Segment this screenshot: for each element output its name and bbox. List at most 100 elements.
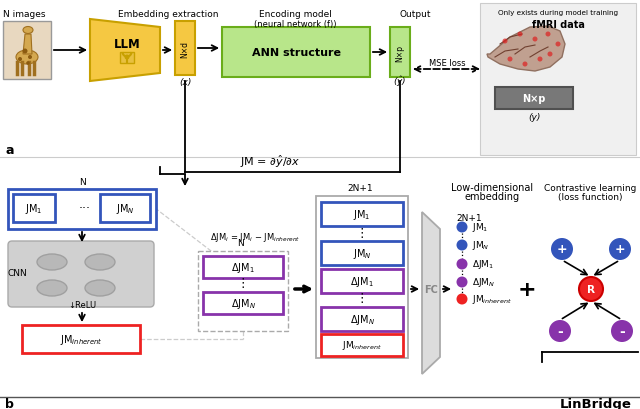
Text: MSE loss: MSE loss — [429, 58, 465, 67]
Text: JM$_1$: JM$_1$ — [25, 202, 43, 216]
FancyBboxPatch shape — [13, 195, 55, 222]
Text: fMRI data: fMRI data — [532, 20, 584, 30]
Circle shape — [522, 62, 527, 67]
Text: JM$_1$: JM$_1$ — [472, 221, 488, 234]
Text: ($\hat{y}$): ($\hat{y}$) — [394, 74, 406, 89]
Text: 2N+1: 2N+1 — [347, 184, 373, 193]
Text: Contrastive learning: Contrastive learning — [544, 184, 636, 193]
FancyBboxPatch shape — [316, 196, 408, 358]
Text: R: R — [587, 284, 595, 294]
Circle shape — [125, 55, 129, 61]
Text: Only exists during model training: Only exists during model training — [498, 10, 618, 16]
FancyBboxPatch shape — [390, 28, 410, 78]
FancyBboxPatch shape — [8, 189, 156, 229]
Circle shape — [549, 320, 571, 342]
Text: JM$_N$: JM$_N$ — [472, 239, 490, 252]
Text: ···: ··· — [79, 202, 91, 215]
Circle shape — [579, 277, 603, 301]
Ellipse shape — [85, 254, 115, 270]
Text: Embedding extraction: Embedding extraction — [118, 10, 218, 19]
Circle shape — [547, 52, 552, 57]
Text: N images: N images — [3, 10, 45, 19]
Text: b: b — [5, 398, 14, 409]
Text: JM$_{inherent}$: JM$_{inherent}$ — [342, 339, 382, 352]
FancyBboxPatch shape — [100, 195, 150, 222]
Text: (loss function): (loss function) — [557, 193, 622, 202]
Text: $\Delta$JM$_N$: $\Delta$JM$_N$ — [472, 276, 495, 289]
FancyBboxPatch shape — [8, 241, 154, 307]
Circle shape — [508, 57, 513, 62]
Text: ANN structure: ANN structure — [252, 48, 340, 58]
Circle shape — [609, 238, 631, 261]
Text: -: - — [557, 324, 563, 338]
Text: Encoding model: Encoding model — [259, 10, 332, 19]
FancyBboxPatch shape — [480, 4, 636, 155]
Circle shape — [28, 56, 32, 60]
Text: +: + — [557, 243, 567, 256]
Text: N×p: N×p — [522, 94, 546, 104]
Circle shape — [26, 62, 30, 65]
Polygon shape — [487, 27, 565, 72]
Text: CNN: CNN — [8, 269, 28, 278]
FancyBboxPatch shape — [321, 270, 403, 293]
Text: $\Delta$JM$_N$: $\Delta$JM$_N$ — [349, 312, 374, 326]
Text: (neural network (f)): (neural network (f)) — [253, 20, 336, 29]
Circle shape — [538, 57, 543, 62]
Circle shape — [545, 32, 550, 37]
Text: (x): (x) — [179, 77, 191, 86]
Text: ⋮: ⋮ — [356, 292, 368, 305]
Circle shape — [18, 58, 22, 62]
Text: JM$_1$: JM$_1$ — [353, 207, 371, 221]
Text: a: a — [5, 144, 13, 157]
Circle shape — [556, 43, 561, 47]
Text: JM = $\partial\hat{y}/\partial x$: JM = $\partial\hat{y}/\partial x$ — [240, 153, 300, 170]
FancyBboxPatch shape — [321, 307, 403, 331]
Circle shape — [456, 277, 467, 288]
Circle shape — [518, 32, 522, 37]
Text: N×d: N×d — [180, 40, 189, 57]
Circle shape — [456, 240, 467, 251]
Text: JM$_{inherent}$: JM$_{inherent}$ — [472, 293, 512, 306]
Circle shape — [551, 238, 573, 261]
Circle shape — [611, 320, 633, 342]
FancyBboxPatch shape — [22, 325, 140, 353]
Text: FC: FC — [424, 284, 438, 294]
FancyBboxPatch shape — [120, 53, 134, 64]
Text: $\Delta$JM$_i$ = JM$_i$ $-$ JM$_{inherent}$: $\Delta$JM$_i$ = JM$_i$ $-$ JM$_{inheren… — [210, 231, 300, 244]
Circle shape — [456, 222, 467, 233]
Text: +: + — [518, 279, 536, 299]
Text: ↓ReLU: ↓ReLU — [68, 301, 96, 310]
FancyBboxPatch shape — [203, 292, 283, 314]
FancyBboxPatch shape — [321, 334, 403, 356]
Circle shape — [502, 39, 508, 45]
FancyBboxPatch shape — [321, 241, 403, 265]
Text: $\Delta$JM$_N$: $\Delta$JM$_N$ — [230, 296, 255, 310]
Text: N: N — [237, 238, 243, 247]
Circle shape — [22, 49, 28, 54]
Text: $\Delta$JM$_1$: $\Delta$JM$_1$ — [350, 274, 374, 288]
Text: JM$_N$: JM$_N$ — [116, 202, 134, 216]
Text: embedding: embedding — [465, 191, 520, 202]
Text: LLM: LLM — [114, 38, 140, 52]
FancyBboxPatch shape — [175, 22, 195, 76]
Text: $\Delta$JM$_1$: $\Delta$JM$_1$ — [472, 258, 494, 271]
Text: JM$_N$: JM$_N$ — [353, 246, 371, 261]
Text: +: + — [614, 243, 625, 256]
Text: ⋮: ⋮ — [356, 227, 368, 240]
Text: LinBridge: LinBridge — [560, 398, 632, 409]
Text: (y): (y) — [528, 112, 540, 121]
Ellipse shape — [23, 27, 33, 34]
Ellipse shape — [37, 280, 67, 296]
Text: $\Delta$JM$_1$: $\Delta$JM$_1$ — [231, 261, 255, 274]
Text: Output: Output — [399, 10, 431, 19]
FancyBboxPatch shape — [222, 28, 370, 78]
Polygon shape — [422, 213, 440, 374]
Circle shape — [456, 294, 467, 305]
Text: ⋮: ⋮ — [237, 277, 249, 290]
Circle shape — [456, 259, 467, 270]
Ellipse shape — [37, 254, 67, 270]
Text: N: N — [79, 178, 85, 187]
Ellipse shape — [85, 280, 115, 296]
Text: Low-dimensional: Low-dimensional — [451, 182, 533, 193]
Text: N×p: N×p — [396, 45, 404, 61]
